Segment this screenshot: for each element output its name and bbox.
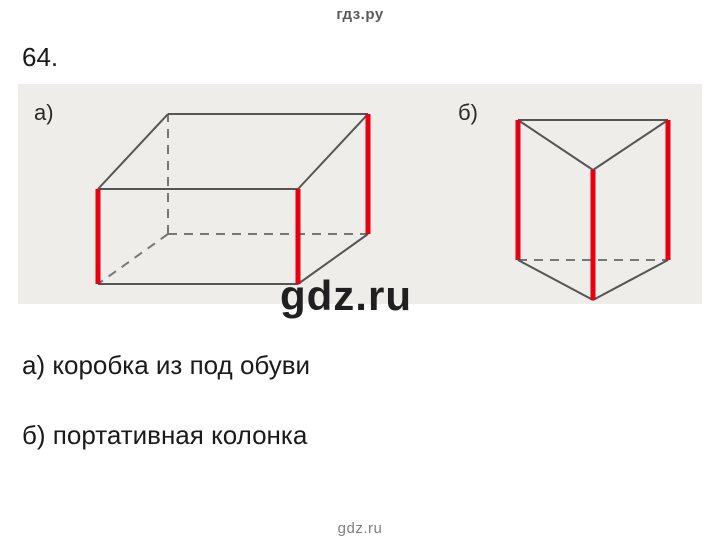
figure-label-a: а) xyxy=(34,100,54,126)
figure-label-b: б) xyxy=(458,100,478,126)
answer-a: а) коробка из под обуви xyxy=(22,350,310,381)
figure-region: а) б) xyxy=(18,84,702,304)
answer-b: б) портативная колонка xyxy=(22,420,307,451)
watermark-mid: gdz.ru xyxy=(280,272,412,320)
footer-site-label: gdz.ru xyxy=(0,520,720,537)
header-site-label: гдз.ру xyxy=(0,6,720,23)
problem-number: 64. xyxy=(22,42,58,73)
triangular-prism-icon xyxy=(498,90,698,304)
